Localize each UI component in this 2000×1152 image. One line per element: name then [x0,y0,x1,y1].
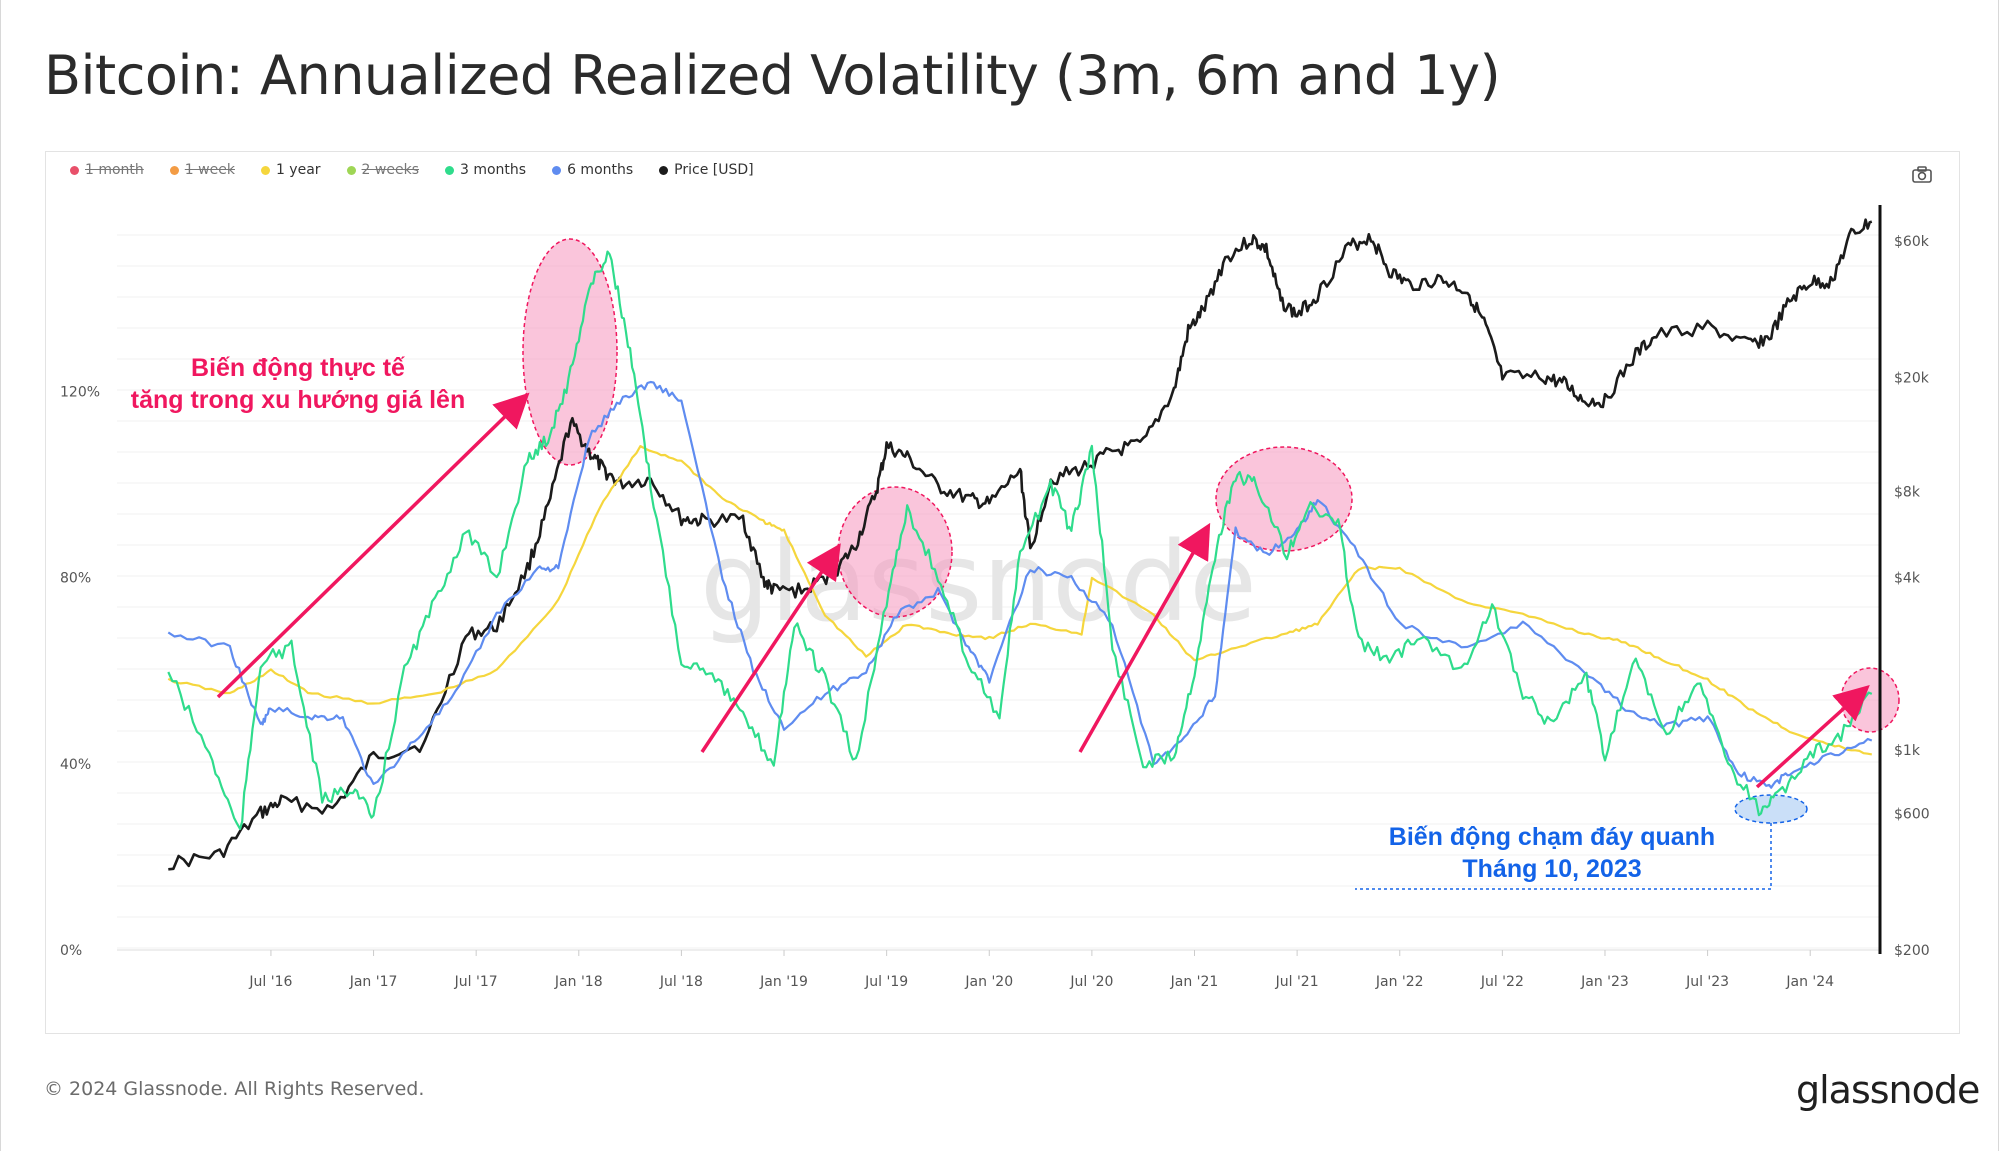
legend-dot-2-weeks [346,165,356,175]
x-tick-label: Jan '19 [759,974,808,990]
trend-arrow [1078,522,1211,753]
y-right-tick-label: $20k [1894,370,1930,386]
x-tick-label: Jul '17 [454,974,498,990]
x-tick-label: Jan '17 [349,974,398,990]
x-tick-label: Jan '24 [1785,974,1834,990]
x-tick-label: Jul '21 [1275,974,1319,990]
highlight-layer [522,238,1900,824]
x-tick-label: Jan '20 [964,974,1013,990]
series-line-3-months [167,250,1873,831]
x-tick-label: Jul '16 [248,974,292,990]
legend-dot-1-month [70,165,79,175]
legend-label-6-months: 6 months [567,162,634,178]
legend-item-2-weeks[interactable]: 2 weeks [346,162,419,178]
legend-label-1-year: 1 year [275,162,321,178]
legend-item-1-week[interactable]: 1 week [169,162,235,178]
grid-layer [117,234,1880,949]
y-right-tick-label: $8k [1894,484,1921,500]
copyright-footer: © 2024 Glassnode. All Rights Reserved. [44,1078,425,1100]
legend-label-1-month: 1 month [85,162,144,178]
series-line-1-year [167,445,1872,756]
page-title: Bitcoin: Annualized Realized Volatility … [44,44,1501,107]
x-tick-label: Jul '23 [1685,974,1729,990]
y-right-tick-label: $600 [1894,806,1930,822]
annotation-bottom-line-2: Tháng 10, 2023 [1462,855,1641,883]
camera-icon[interactable] [1912,166,1932,183]
annotation-rise-line-2: tăng trong xu hướng giá lên [131,386,465,414]
bottom-highlight-ellipse [1734,794,1808,824]
x-tick-label: Jan '18 [554,974,603,990]
y-left-tick-label: 40% [60,757,91,773]
legend-label-price: Price [USD] [674,162,754,178]
legend-dot-price [659,165,669,175]
chart-legend: 1 month 1 week 1 year 2 weeks 3 months 6… [70,162,754,178]
bottom-connector-line [1355,823,1772,890]
trend-arrow [1755,684,1870,789]
x-tick-label: Jul '18 [659,974,703,990]
legend-item-1-month[interactable]: 1 month [70,162,144,178]
y-right-tick-label: $1k [1894,743,1921,759]
highlight-ellipse [837,486,953,618]
x-tick-label: Jul '22 [1480,974,1524,990]
axis-layer: 0% 40% 80% 120% $200 $600 $1k $4k $8k $20k $60k Jul… [60,205,1930,990]
legend-item-1-year[interactable]: 1 year [260,162,321,178]
legend-label-3-months: 3 months [459,162,527,178]
x-tick-label: Jan '23 [1580,974,1629,990]
x-tick-label: Jul '20 [1069,974,1113,990]
y-left-tick-label: 80% [60,571,91,587]
highlight-ellipse [1215,446,1353,552]
series-line-6-months [167,380,1873,789]
y-left-tick-label: 120% [60,384,100,400]
annotation-rise-line-1: Biến động thực tế [191,354,405,382]
x-tick-label: Jan '22 [1375,974,1424,990]
trend-arrow [700,543,841,753]
watermark: glassnode [700,518,1257,646]
trend-arrow [216,392,530,699]
chart-panel [45,151,1960,1034]
legend-item-price[interactable]: Price [USD] [659,162,754,178]
legend-dot-3-months [444,165,454,175]
y-right-tick-label: $60k [1894,234,1930,250]
y-right-tick-label: $200 [1894,943,1930,959]
legend-dot-1-week [169,165,179,175]
legend-item-3-months[interactable]: 3 months [444,162,527,178]
legend-label-1-week: 1 week [184,162,235,178]
legend-item-6-months[interactable]: 6 months [552,162,633,178]
series-layer [167,218,1873,871]
x-tick-label: Jul '19 [864,974,908,990]
annotation-bottom-line-1: Biến động chạm đáy quanh [1389,823,1715,851]
highlight-ellipse [1840,667,1900,733]
series-line-price-usd- [168,218,1873,871]
x-tick-label: Jan '21 [1170,974,1219,990]
annotation-layer: Biến động thực tế tăng trong xu hướng gi… [131,354,1870,890]
glassnode-logo: glassnode [1796,1068,1980,1112]
y-right-tick-label: $4k [1894,571,1921,587]
legend-label-2-weeks: 2 weeks [361,162,419,178]
y-left-tick-label: 0% [60,943,82,959]
legend-dot-6-months [552,165,562,175]
highlight-ellipse [522,238,618,466]
legend-dot-1-year [260,165,270,175]
